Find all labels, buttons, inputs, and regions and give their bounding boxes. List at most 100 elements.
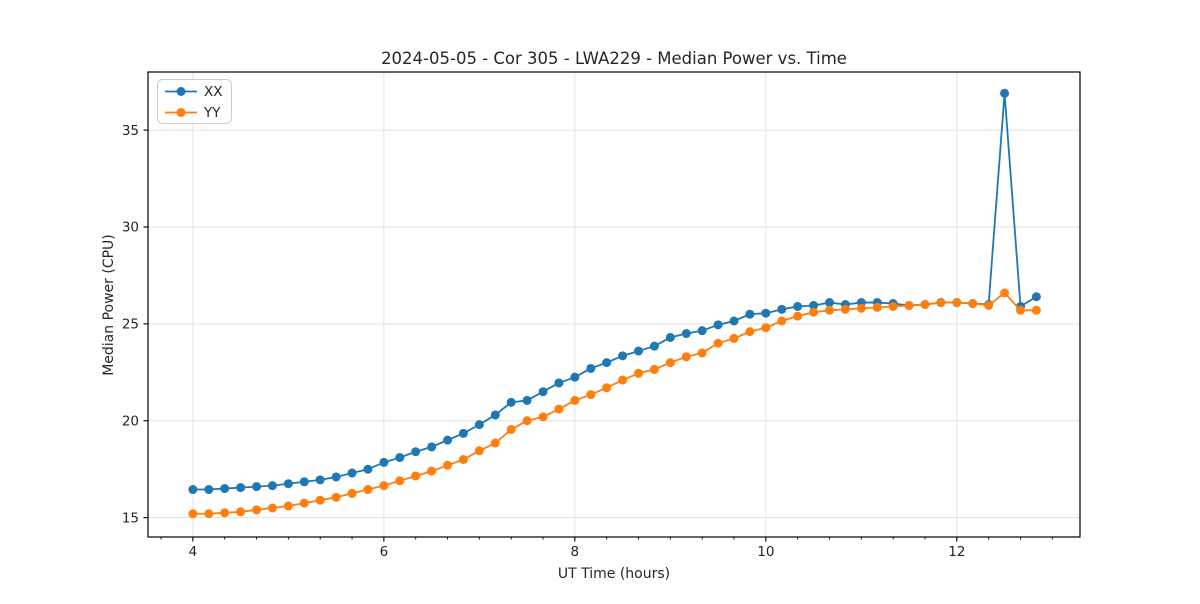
series-xx-point: [411, 447, 421, 457]
series-yy-point: [411, 471, 421, 481]
series-xx-point: [267, 481, 277, 491]
series-xx-point: [458, 428, 468, 438]
series-yy-point: [1031, 305, 1041, 315]
series-xx-point: [443, 435, 453, 445]
series-yy-point: [761, 323, 771, 333]
axis-ticks: [143, 129, 1053, 542]
series-xx-point: [729, 316, 739, 326]
series-yy-point: [427, 466, 437, 476]
y-tick-label: 30: [122, 220, 139, 236]
chart-title: 2024-05-05 - Cor 305 - LWA229 - Median P…: [381, 49, 847, 68]
series-xx-point: [649, 341, 659, 351]
x-tick-label: 8: [571, 544, 580, 560]
legend-box: XX YY: [157, 79, 232, 124]
series-xx-point: [395, 453, 405, 463]
series-xx-point: [363, 464, 373, 474]
series-yy-point: [458, 455, 468, 464]
series-yy-point: [554, 404, 564, 414]
series-xx-point: [506, 397, 516, 407]
series-yy-point: [347, 488, 357, 498]
series-yy-point: [809, 307, 819, 317]
series-yy-point: [856, 303, 866, 313]
series-yy-point: [506, 424, 516, 434]
series-xx-point: [252, 482, 262, 492]
series-yy-point: [968, 299, 978, 309]
series-yy-point: [395, 476, 405, 486]
series-xx-point: [220, 484, 230, 494]
series-yy-point: [220, 508, 230, 518]
series-xx-point: [825, 298, 835, 308]
series-yy-point: [745, 327, 755, 337]
series-yy-point: [474, 446, 484, 456]
series-yy-point: [681, 352, 691, 362]
series-yy-point: [522, 416, 532, 426]
series-yy-point: [490, 438, 500, 448]
series-xx-point: [618, 351, 628, 361]
series-xx-point: [761, 308, 771, 318]
legend-label-yy: YY: [203, 105, 221, 121]
series-xx-point: [809, 300, 819, 310]
plot-border: [147, 71, 1081, 538]
series-yy-point: [665, 358, 675, 368]
series-xx-point: [586, 363, 596, 373]
series-yy-point: [363, 485, 373, 495]
series-yy-point: [267, 503, 277, 513]
series-xx-point: [538, 387, 548, 397]
series-yy-point: [331, 492, 341, 502]
series-yy-point: [236, 507, 246, 517]
series-yy-point: [618, 375, 628, 385]
series-xx-line: [192, 92, 1037, 491]
series-yy-point: [283, 501, 293, 511]
series-yy-point: [952, 298, 962, 308]
series-yy-point: [252, 505, 262, 515]
series-xx-point: [1031, 292, 1041, 302]
legend-marker-yy: [176, 108, 186, 117]
series-xx-point: [490, 410, 500, 420]
series-xx-point: [665, 332, 675, 342]
x-axis-label: UT Time (hours): [558, 566, 670, 582]
series-yy-point: [697, 348, 707, 358]
series-yy-point: [586, 390, 596, 400]
series-yy-point: [570, 395, 580, 405]
series-yy-point: [204, 509, 214, 519]
series-xx-point: [697, 326, 707, 336]
series-yy-point: [379, 481, 389, 491]
series-xx-point: [745, 309, 755, 319]
series-xx-point: [570, 372, 580, 382]
series-xx-point: [522, 395, 532, 405]
y-axis-label: Median Power (CPU): [101, 234, 117, 376]
series-xx-point: [777, 304, 787, 314]
series-xx-point: [379, 457, 389, 467]
series-yy-point: [634, 368, 644, 378]
series-yy-point: [793, 311, 803, 321]
series-yy-point: [872, 302, 882, 312]
series-yy-point: [936, 298, 946, 308]
series-yy-point: [840, 304, 850, 314]
series-yy-point: [984, 300, 994, 310]
series-xx-point: [681, 329, 691, 339]
series-xx-point: [1000, 88, 1010, 98]
series-xx-point: [713, 320, 723, 330]
series-yy-point: [443, 460, 453, 470]
series-yy-point: [920, 300, 930, 309]
series-xx-point: [793, 301, 803, 311]
series-yy-point: [188, 509, 198, 519]
y-tick-label: 35: [122, 123, 139, 139]
series-yy-point: [538, 412, 548, 422]
series-yy-point: [713, 338, 723, 348]
series-yy-point: [649, 364, 659, 374]
series-yy-point: [904, 300, 914, 310]
series-xx-point: [474, 420, 484, 430]
series-yy-point: [825, 305, 835, 315]
series-yy-point: [1016, 305, 1026, 315]
y-tick-label: 15: [122, 510, 139, 526]
series-xx-point: [299, 477, 309, 487]
series-xx-point: [602, 358, 612, 368]
x-tick-label: 6: [380, 544, 389, 560]
series-xx-point: [331, 472, 341, 482]
series-yy-point: [1000, 288, 1010, 298]
series-xx-point: [283, 479, 293, 489]
legend-label-xx: XX: [204, 84, 223, 100]
series-xx-point: [427, 442, 437, 452]
